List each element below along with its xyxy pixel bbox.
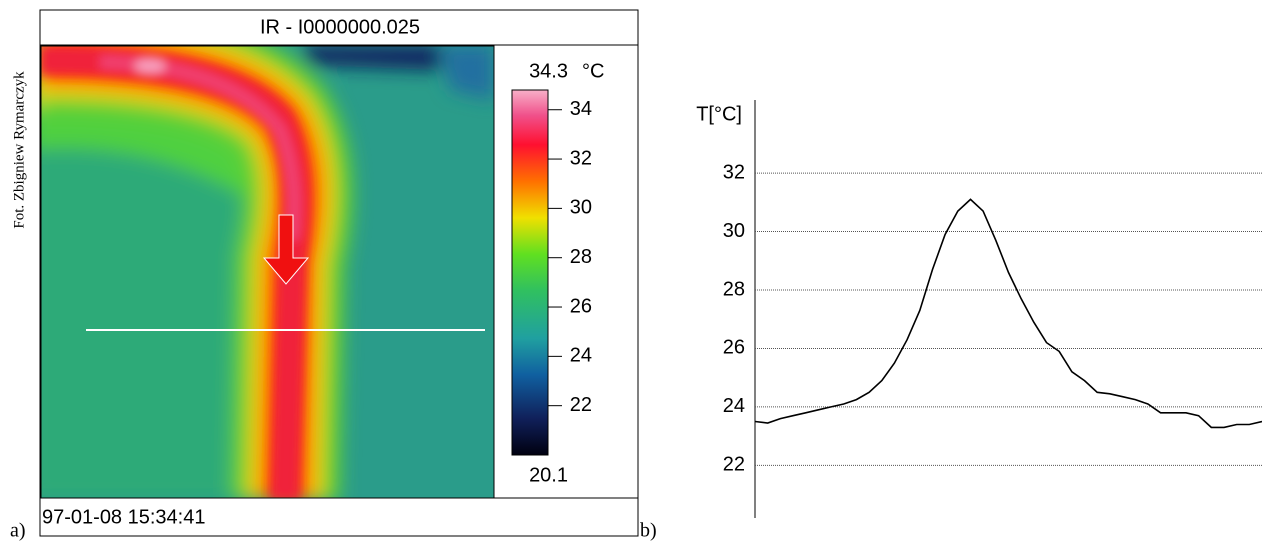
min-label: 20.1 <box>529 464 568 486</box>
y-axis-label: T[°C] <box>696 103 742 125</box>
max-label: 34.3 <box>529 60 568 82</box>
y-tick-label: 30 <box>723 220 745 242</box>
panel-label: b) <box>640 520 657 542</box>
panel-label: a) <box>10 520 26 542</box>
y-tick-label: 22 <box>723 454 745 476</box>
temperature-line <box>754 198 1262 429</box>
colorbar-tick-label: 30 <box>570 197 592 219</box>
y-tick-label: 32 <box>723 161 745 183</box>
thermal-image <box>41 46 494 498</box>
colorbar-tick-label: 22 <box>570 394 592 416</box>
colorbar-tick-label: 24 <box>570 345 592 367</box>
y-tick-label: 24 <box>723 395 745 417</box>
colorbar <box>511 89 549 456</box>
unit: °C <box>582 60 604 82</box>
colorbar-tick-label: 28 <box>570 246 592 268</box>
credit: Fot. Zbigniew Rymarczyk <box>11 71 27 229</box>
y-tick-label: 26 <box>723 337 745 359</box>
ir-title: IR - I0000000.025 <box>260 16 420 38</box>
timestamp: 97-01-08 15:34:41 <box>42 506 205 528</box>
colorbar-tick-label: 26 <box>570 295 592 317</box>
y-tick-label: 28 <box>723 278 745 300</box>
colorbar-tick-label: 34 <box>570 98 592 120</box>
colorbar-tick-label: 32 <box>570 147 592 169</box>
